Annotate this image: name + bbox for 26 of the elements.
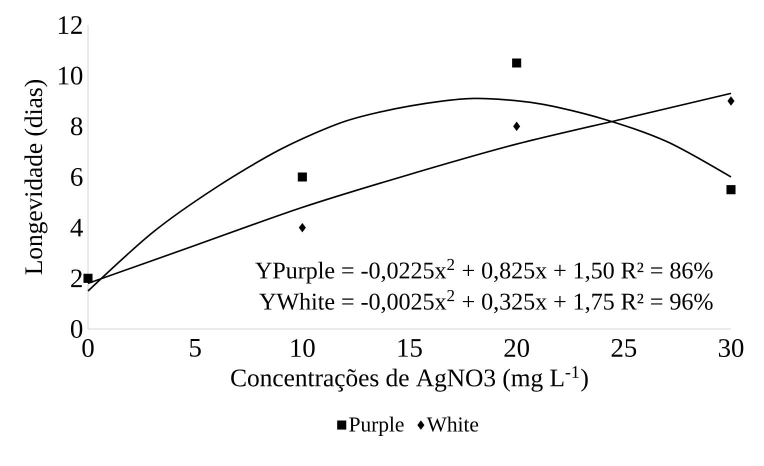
annotation: YWhite = -0,0025x$^{2}$ + 0,325x + 1,75 R² = 96% [259, 290, 713, 314]
y-tick-label: 0 [70, 320, 82, 338]
point [298, 223, 306, 232]
x-tick-label: 30 [718, 339, 744, 358]
x-axis-title: Concentrações de AgNO3 (mg L$^{-1}$) [231, 366, 588, 392]
y-axis-title: Longevidade (dias) [24, 80, 48, 274]
x-tick-label: 10 [291, 339, 315, 358]
legend-label: White [426, 416, 478, 432]
x-tick-label: 20 [504, 339, 529, 358]
point [513, 122, 520, 131]
x-tick-label: 15 [398, 339, 422, 357]
y-tick-label: 4 [70, 218, 83, 236]
point [512, 58, 522, 68]
y-tick-label: 8 [70, 117, 82, 136]
point [298, 172, 307, 182]
point [726, 185, 736, 194]
legend-label: Purple [349, 416, 404, 436]
point [728, 96, 734, 106]
x-tick-label: 5 [190, 339, 201, 357]
y-tick-label: 6 [71, 168, 83, 186]
y-tick-label: 2 [71, 270, 82, 288]
annotation: YPurple = -0,0225x$^{2}$ + 0,825x + 1,50 R² = 86% [255, 258, 713, 284]
x-tick-label: 25 [612, 339, 636, 357]
y-tick-label: 10 [58, 66, 82, 85]
y-tick-label: 12 [58, 16, 82, 34]
point [83, 274, 93, 283]
